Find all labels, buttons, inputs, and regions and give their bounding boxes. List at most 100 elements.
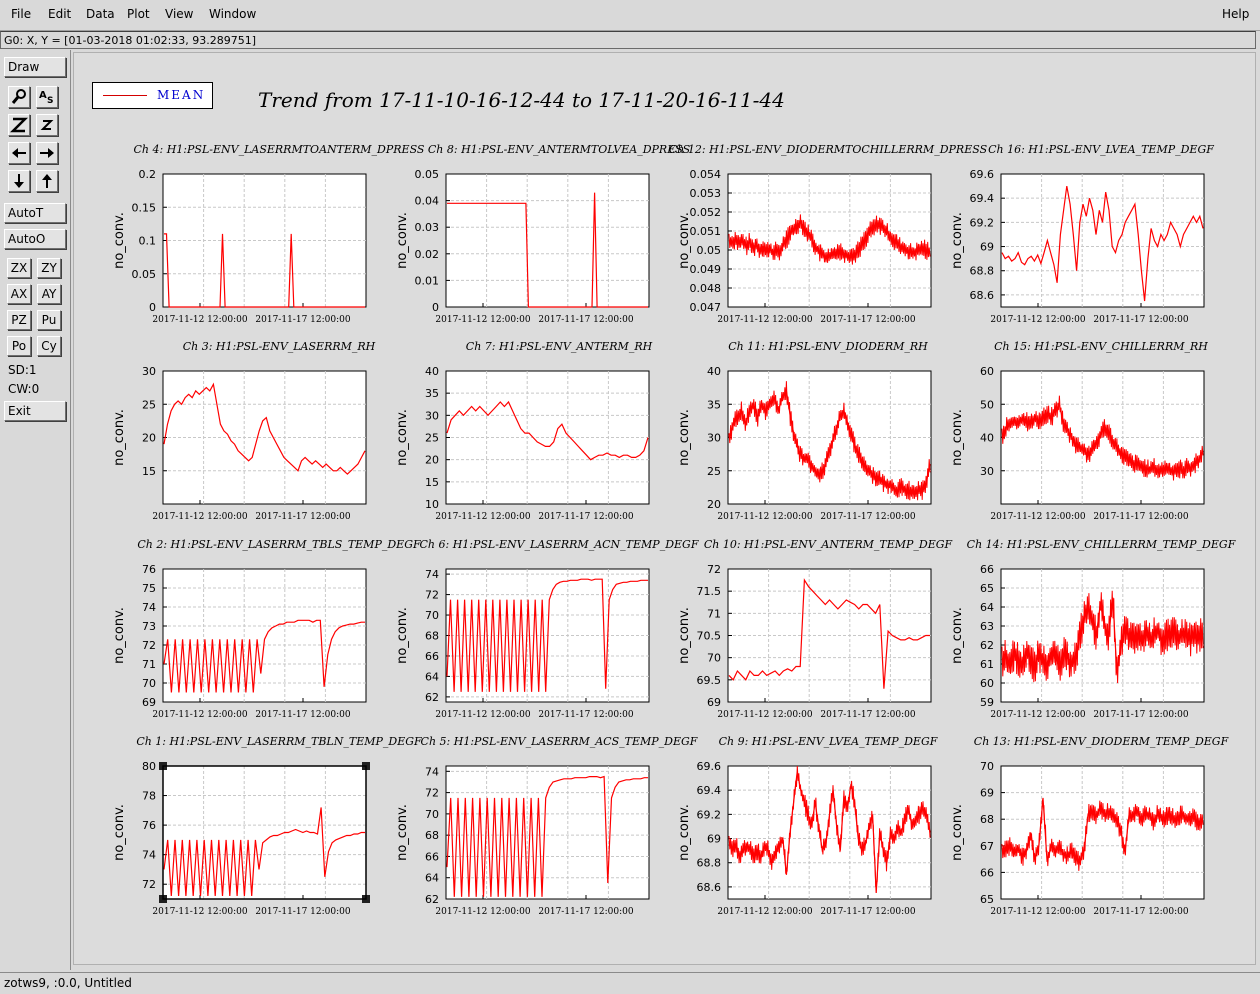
arrow-up-icon[interactable] [36,170,58,192]
y-tick-label: 15 [142,465,156,478]
y-tick-label: 30 [980,465,994,478]
y-axis-label: no_conv. [677,212,692,269]
y-tick-label: 69 [142,696,156,709]
plot-area[interactable] [1000,173,1205,308]
y-tick-label: 70 [425,609,439,622]
y-tick-label: 72 [707,563,721,576]
menu-data[interactable]: Data [86,7,115,21]
y-tick-label: 76 [142,819,156,832]
y-tick-label: 61 [980,658,994,671]
series-line-mean [446,775,648,897]
y-tick-label: 20 [707,498,721,511]
zoom-z-icon[interactable] [8,114,30,136]
chart-title: Ch 9: H1:PSL-ENV_LVEA_TEMP_DEGF [719,735,938,748]
arrow-left-icon[interactable] [8,142,30,164]
pu-button[interactable]: Pu [37,310,61,330]
menu-file[interactable]: File [11,7,32,21]
menu-view[interactable]: View [165,7,194,21]
y-tick-label: 80 [142,760,156,773]
x-tick-label: 2017-11-17 12:00:00 [255,512,350,522]
small-z-icon[interactable] [36,114,58,136]
autot-button[interactable]: AutoT [4,203,66,223]
y-tick-label: 0 [432,301,439,314]
y-tick-label: 69.6 [697,760,722,773]
y-tick-label: 60 [980,677,994,690]
x-tick-label: 2017-11-12 12:00:00 [435,315,530,325]
x-tick-label: 2017-11-17 12:00:00 [820,907,915,917]
y-axis-label: no_conv. [950,804,965,861]
y-tick-label: 35 [707,398,721,411]
y-tick-label: 78 [142,790,156,803]
y-tick-label: 10 [425,498,439,511]
series-noise-band [1001,799,1204,871]
y-tick-label: 69.2 [697,808,722,821]
menu-plot[interactable]: Plot [127,7,150,21]
y-tick-label: 60 [980,365,994,378]
y-tick-label: 25 [707,465,721,478]
pz-button[interactable]: PZ [7,310,31,330]
x-tick-label: 2017-11-12 12:00:00 [717,315,812,325]
chart-title: Ch 16: H1:PSL-ENV_LVEA_TEMP_DEGF [988,143,1214,156]
arrow-down-icon[interactable] [8,170,30,192]
plot-area[interactable] [727,173,932,308]
y-tick-label: 35 [425,387,439,400]
y-tick-label: 63 [980,620,994,633]
plot-area[interactable] [162,765,367,900]
y-tick-label: 0.05 [132,268,157,281]
x-tick-label: 2017-11-17 12:00:00 [1093,710,1188,720]
series-line-mean [446,578,648,692]
series-line-mean [163,619,365,693]
ax-button[interactable]: AX [7,284,31,304]
plot-area[interactable] [445,173,650,308]
draw-button[interactable]: Draw [4,57,66,77]
ay-button[interactable]: AY [37,284,61,304]
menu-help[interactable]: Help [1222,7,1250,21]
y-tick-label: 0.04 [415,195,440,208]
y-tick-label: 70 [707,652,721,665]
menu-edit[interactable]: Edit [48,7,72,21]
chart-title: Ch 1: H1:PSL-ENV_LASERRM_TBLN_TEMP_DEGF [136,735,422,748]
y-tick-label: 74 [142,849,156,862]
y-tick-label: 72 [142,639,156,652]
x-tick-label: 2017-11-17 12:00:00 [820,710,915,720]
y-tick-label: 62 [425,893,439,906]
x-tick-label: 2017-11-12 12:00:00 [435,907,530,917]
y-axis-label: no_conv. [112,409,127,466]
y-tick-label: 0.048 [690,282,722,295]
series-line-mean [446,400,649,461]
y-tick-label: 64 [425,670,439,683]
y-axis-label: no_conv. [112,607,127,664]
y-axis-label: no_conv. [677,607,692,664]
chart-title: Ch 12: H1:PSL-ENV_DIODERMTOCHILLERRM_DPR… [669,143,988,156]
y-tick-label: 69.5 [697,674,722,687]
po-button[interactable]: Po [7,336,31,356]
magnify-icon[interactable] [8,86,30,108]
zy-button[interactable]: ZY [37,258,61,278]
series-line-mean [163,807,365,897]
y-tick-label: 67 [980,840,994,853]
autoo-button[interactable]: AutoO [4,229,66,249]
cw-label: CW:0 [8,382,40,396]
selected-plot-frame [162,765,367,900]
chart-title: Ch 6: H1:PSL-ENV_LASERRM_ACN_TEMP_DEGF [420,538,699,551]
cy-button[interactable]: Cy [37,336,61,356]
y-tick-label: 64 [425,872,439,885]
menu-window[interactable]: Window [209,7,257,21]
y-tick-label: 66 [980,866,994,879]
chart-title: Ch 2: H1:PSL-ENV_LASERRM_TBLS_TEMP_DEGF [137,538,421,551]
y-tick-label: 15 [425,476,439,489]
y-tick-label: 0.049 [690,263,722,276]
chart-title: Ch 13: H1:PSL-ENV_DIODERM_TEMP_DEGF [974,735,1229,748]
y-axis-label: no_conv. [950,409,965,466]
plot-area[interactable] [1000,765,1205,900]
zx-button[interactable]: ZX [7,258,31,278]
x-tick-label: 2017-11-17 12:00:00 [255,710,350,720]
x-tick-label: 2017-11-17 12:00:00 [255,907,350,917]
x-tick-label: 2017-11-17 12:00:00 [538,315,633,325]
exit-button[interactable]: Exit [4,401,66,421]
y-tick-label: 30 [707,432,721,445]
plot-area[interactable] [162,568,367,703]
arrow-right-icon[interactable] [36,142,58,164]
